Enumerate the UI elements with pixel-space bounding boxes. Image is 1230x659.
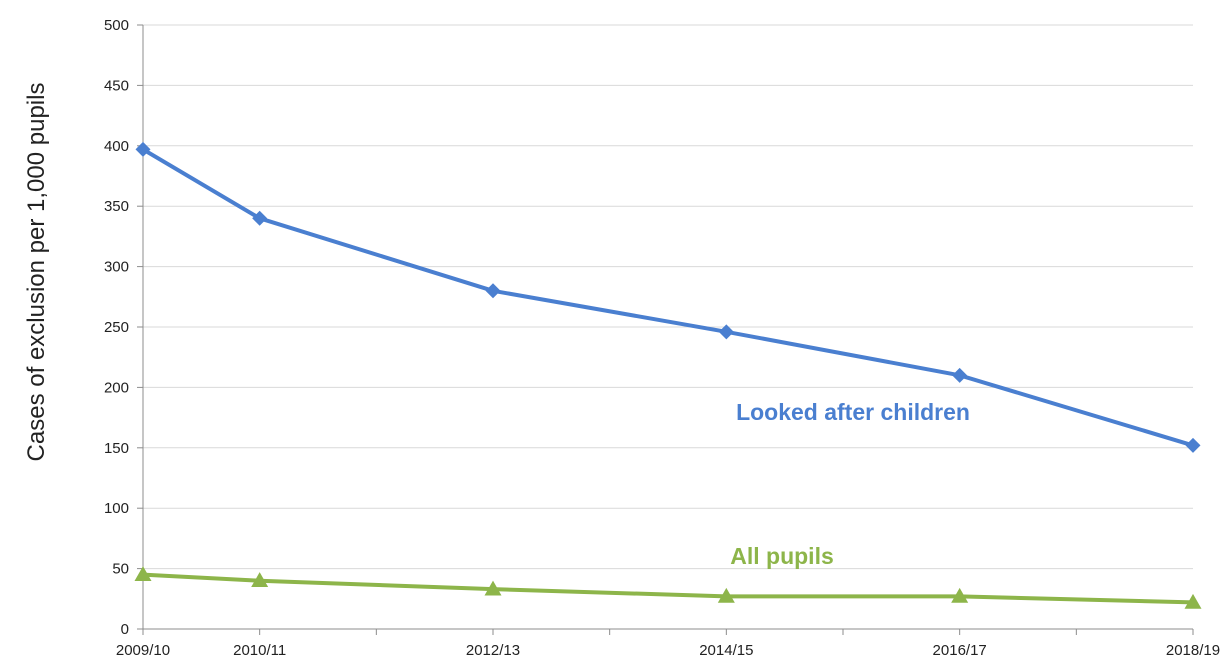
- y-tick-label: 0: [121, 621, 129, 638]
- data-point-triangle: [484, 580, 502, 596]
- data-point-diamond: [485, 283, 501, 299]
- series-line-1: [141, 572, 1195, 605]
- axes: [137, 24, 1194, 635]
- data-point-diamond: [252, 210, 268, 226]
- y-tick-label: 250: [104, 319, 129, 336]
- series-label-1: All pupils: [730, 543, 834, 569]
- data-point-triangle: [1184, 593, 1202, 609]
- x-tick-label: 2009/10: [116, 642, 170, 659]
- y-tick-label: 500: [104, 17, 129, 34]
- y-tick-label: 200: [104, 379, 129, 396]
- x-tick-label: 2010/11: [233, 642, 286, 659]
- data-point-diamond: [718, 324, 734, 340]
- y-tick-label: 400: [104, 138, 129, 155]
- data-point-diamond: [135, 141, 151, 157]
- series-label-0: Looked after children: [736, 399, 970, 425]
- y-tick-label: 100: [104, 500, 129, 517]
- x-tick-label: 2018/19: [1166, 642, 1220, 659]
- data-point-triangle: [134, 566, 152, 582]
- y-tick-label: 450: [104, 77, 129, 94]
- y-tick-label: 300: [104, 259, 129, 276]
- x-tick-label: 2012/13: [466, 642, 520, 659]
- chart-text: 0 50 100 150 200 250 300 350 400 450 500 2009/10 201…: [23, 17, 1220, 659]
- y-tick-label: 50: [112, 561, 129, 578]
- gridlines: [143, 24, 1193, 570]
- y-axis-label: Cases of exclusion per 1,000 pupils: [23, 83, 50, 462]
- data-point-diamond: [952, 367, 968, 383]
- x-tick-label: 2014/15: [699, 642, 753, 659]
- x-tick-label: 2016/17: [933, 642, 987, 659]
- series-markers: [134, 141, 1202, 609]
- y-tick-label: 350: [104, 198, 129, 215]
- series-lines: [141, 147, 1195, 605]
- series-line-0: [141, 147, 1195, 448]
- data-point-triangle: [951, 587, 969, 603]
- y-tick-label: 150: [104, 440, 129, 457]
- data-point-diamond: [1185, 437, 1201, 453]
- data-point-triangle: [717, 587, 735, 603]
- data-point-triangle: [251, 572, 269, 588]
